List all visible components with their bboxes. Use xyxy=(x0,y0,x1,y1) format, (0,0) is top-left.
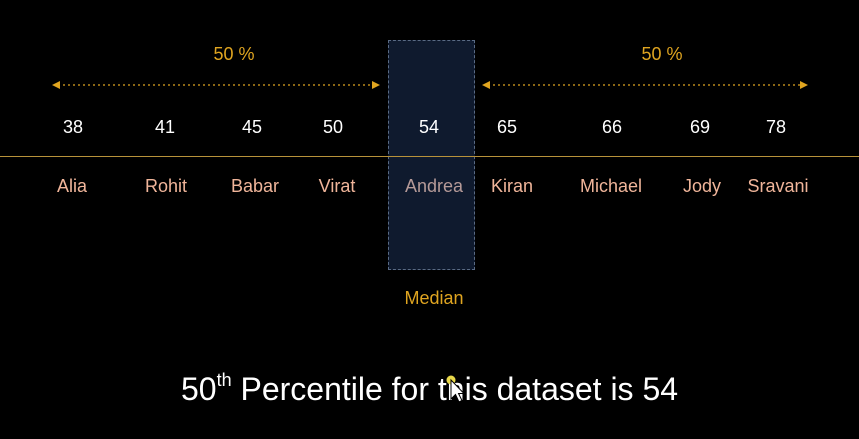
name-virat: Virat xyxy=(318,176,356,196)
score-virat: 50 xyxy=(322,117,344,137)
score-jody: 69 xyxy=(689,117,711,137)
caption-number: 50 xyxy=(180,371,217,407)
name-alia: Alia xyxy=(56,176,88,196)
name-jody: Jody xyxy=(682,176,722,196)
score-michael: 66 xyxy=(601,117,623,137)
caption: 50th Percentile for this dataset is 54 xyxy=(0,370,859,408)
name-sravani: Sravani xyxy=(747,176,809,196)
right-double-arrow xyxy=(482,78,808,92)
median-highlight-box xyxy=(388,40,475,270)
left-double-arrow xyxy=(52,78,380,92)
left-percent-label: 50 % xyxy=(213,44,255,64)
score-sravani: 78 xyxy=(765,117,787,137)
caption-superscript: th xyxy=(216,370,232,390)
name-kiran: Kiran xyxy=(490,176,534,196)
number-line xyxy=(0,156,859,157)
score-kiran: 65 xyxy=(496,117,518,137)
score-andrea: 54 xyxy=(418,117,440,137)
name-babar: Babar xyxy=(230,176,280,196)
score-alia: 38 xyxy=(62,117,84,137)
name-rohit: Rohit xyxy=(144,176,188,196)
median-label: Median xyxy=(404,288,464,308)
name-michael: Michael xyxy=(579,176,643,196)
score-rohit: 41 xyxy=(154,117,176,137)
name-andrea: Andrea xyxy=(404,176,464,196)
right-percent-label: 50 % xyxy=(641,44,683,64)
score-babar: 45 xyxy=(241,117,263,137)
mouse-pointer-icon xyxy=(446,375,466,410)
